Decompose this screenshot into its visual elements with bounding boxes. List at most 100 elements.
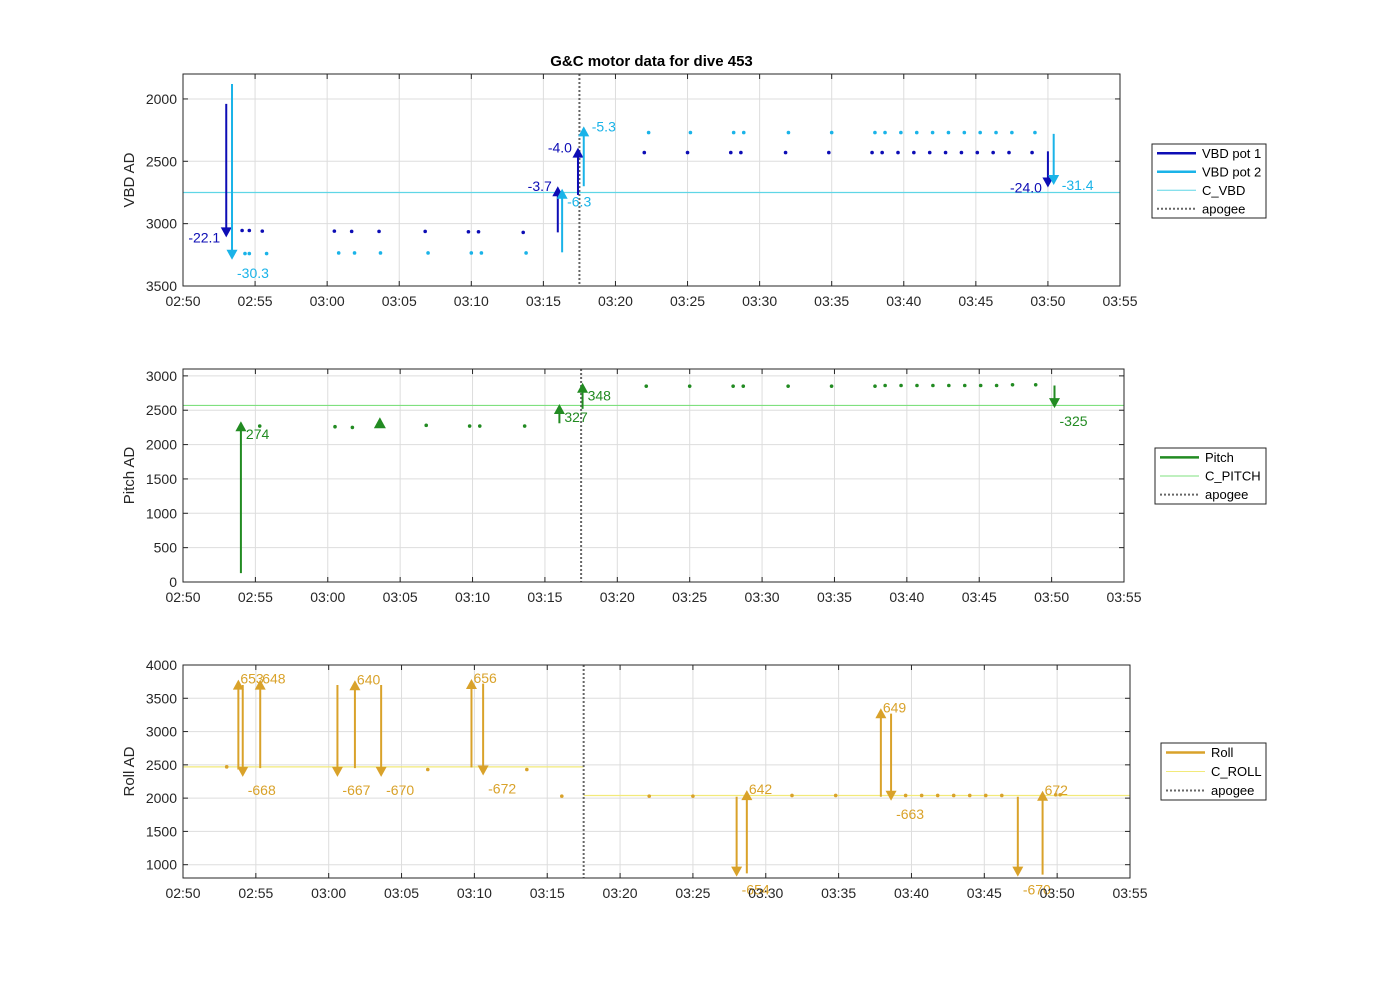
move-label: 642 xyxy=(749,781,773,797)
triangle-marker xyxy=(373,417,386,429)
data-point xyxy=(521,230,526,235)
data-point xyxy=(870,150,874,155)
data-point xyxy=(827,150,831,155)
x-tick-label: 03:00 xyxy=(310,589,345,605)
data-point xyxy=(224,765,229,769)
y-tick-label: 3000 xyxy=(146,368,177,384)
x-tick-label: 03:50 xyxy=(1040,885,1075,901)
move-arrow-head xyxy=(254,679,266,690)
x-tick-label: 02:50 xyxy=(165,885,200,901)
data-point xyxy=(467,424,472,428)
move-label: -672 xyxy=(488,780,516,796)
x-tick-label: 03:00 xyxy=(310,293,345,309)
y-tick-label: 1500 xyxy=(146,823,177,839)
data-point xyxy=(352,251,357,255)
data-point xyxy=(873,384,877,388)
x-tick-label: 03:10 xyxy=(455,589,490,605)
move-label: -4.0 xyxy=(548,140,572,156)
y-tick-label: 2500 xyxy=(146,757,177,773)
data-point xyxy=(947,383,951,388)
move-label: -30.3 xyxy=(237,265,269,281)
data-point xyxy=(646,130,651,135)
data-point xyxy=(951,793,956,798)
data-point xyxy=(479,251,484,255)
data-point xyxy=(1010,383,1015,387)
y-axis-label: VBD AD xyxy=(121,152,138,207)
move-arrow-head xyxy=(1012,866,1024,877)
move-label: 648 xyxy=(262,671,286,687)
data-point xyxy=(333,424,337,429)
data-point xyxy=(896,150,900,155)
axes-frame xyxy=(182,73,1121,287)
data-point xyxy=(525,767,529,772)
move-label: -22.1 xyxy=(188,229,220,245)
y-tick-label: 4000 xyxy=(146,657,177,673)
x-tick-label: 02:55 xyxy=(238,589,273,605)
y-tick-label: 3000 xyxy=(146,216,177,232)
data-point xyxy=(243,251,247,256)
x-tick-label: 03:35 xyxy=(817,589,852,605)
data-point xyxy=(903,793,908,798)
data-point xyxy=(647,794,652,798)
legend-box xyxy=(1151,143,1267,219)
y-tick-label: 1500 xyxy=(146,471,177,487)
x-tick-label: 03:40 xyxy=(886,293,921,309)
axes-frame xyxy=(182,664,1131,879)
data-point xyxy=(240,228,244,233)
data-point xyxy=(946,130,951,135)
data-point xyxy=(873,130,877,135)
x-tick-label: 03:20 xyxy=(600,589,635,605)
move-label: -3.7 xyxy=(528,178,552,194)
data-point xyxy=(829,384,834,388)
data-point xyxy=(1033,130,1037,135)
data-point xyxy=(377,229,381,234)
legend-label: C_PITCH xyxy=(1205,469,1261,484)
y-tick-label: 3500 xyxy=(146,690,177,706)
legend-label: VBD pot 2 xyxy=(1202,164,1261,179)
data-point xyxy=(1010,130,1014,135)
x-tick-label: 03:00 xyxy=(311,885,346,901)
data-point xyxy=(880,150,884,155)
x-tick-label: 03:50 xyxy=(1034,589,1069,605)
data-point xyxy=(560,794,564,798)
data-point xyxy=(691,794,695,798)
move-label: -663 xyxy=(896,806,924,822)
data-point xyxy=(1033,383,1038,387)
data-point xyxy=(978,383,983,388)
x-tick-label: 02:50 xyxy=(165,293,200,309)
x-tick-label: 03:20 xyxy=(603,885,638,901)
data-point xyxy=(915,383,919,388)
data-point xyxy=(786,384,790,388)
x-tick-label: 03:45 xyxy=(962,589,997,605)
legend-label: C_ROLL xyxy=(1211,764,1262,779)
y-tick-label: 3500 xyxy=(146,278,177,294)
move-arrow-head xyxy=(477,765,489,776)
data-point xyxy=(426,251,430,255)
move-arrow-head xyxy=(1049,398,1061,409)
data-point xyxy=(999,793,1004,798)
x-tick-label: 03:10 xyxy=(457,885,492,901)
data-point xyxy=(469,251,474,255)
y-tick-label: 2000 xyxy=(146,91,177,107)
move-label: -31.4 xyxy=(1062,177,1094,193)
x-tick-label: 03:40 xyxy=(894,885,929,901)
data-point xyxy=(883,383,887,388)
data-point xyxy=(959,150,964,155)
move-arrow-head xyxy=(1048,174,1060,185)
x-tick-label: 03:40 xyxy=(889,589,924,605)
move-label: -5.3 xyxy=(592,118,616,134)
move-label: -670 xyxy=(386,782,414,798)
data-point xyxy=(642,150,647,155)
data-point xyxy=(685,150,690,155)
move-label: 327 xyxy=(564,409,588,425)
x-tick-label: 03:20 xyxy=(598,293,633,309)
y-tick-label: 0 xyxy=(169,574,177,590)
data-point xyxy=(919,793,924,798)
data-point xyxy=(927,150,932,155)
plot-area xyxy=(183,74,1120,286)
move-arrow-head xyxy=(1037,790,1049,801)
